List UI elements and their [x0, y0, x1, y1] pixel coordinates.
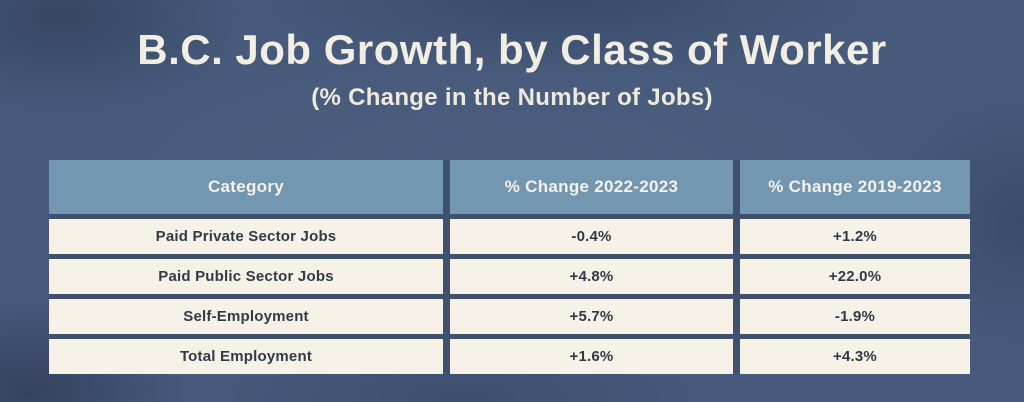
- row-selfemployment-category: Self-Employment: [49, 299, 443, 334]
- job-growth-table: Category % Change 2022-2023 % Change 201…: [49, 160, 970, 374]
- row-public-change-2022-2023: +4.8%: [450, 259, 733, 294]
- row-private-category: Paid Private Sector Jobs: [49, 219, 443, 254]
- row-selfemployment-change-2022-2023: +5.7%: [450, 299, 733, 334]
- column-header-change-2019-2023: % Change 2019-2023: [740, 160, 970, 214]
- column-header-change-2022-2023: % Change 2022-2023: [450, 160, 733, 214]
- row-public-category: Paid Public Sector Jobs: [49, 259, 443, 294]
- row-total-change-2022-2023: +1.6%: [450, 339, 733, 374]
- page-title: B.C. Job Growth, by Class of Worker: [137, 26, 887, 73]
- row-private-change-2019-2023: +1.2%: [740, 219, 970, 254]
- page-subtitle: (% Change in the Number of Jobs): [311, 84, 713, 111]
- row-total-change-2019-2023: +4.3%: [740, 339, 970, 374]
- column-header-category: Category: [49, 160, 443, 214]
- row-public-change-2019-2023: +22.0%: [740, 259, 970, 294]
- row-private-change-2022-2023: -0.4%: [450, 219, 733, 254]
- row-total-category: Total Employment: [49, 339, 443, 374]
- row-selfemployment-change-2019-2023: -1.9%: [740, 299, 970, 334]
